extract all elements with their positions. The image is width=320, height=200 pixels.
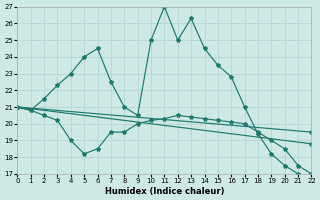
X-axis label: Humidex (Indice chaleur): Humidex (Indice chaleur): [105, 187, 224, 196]
